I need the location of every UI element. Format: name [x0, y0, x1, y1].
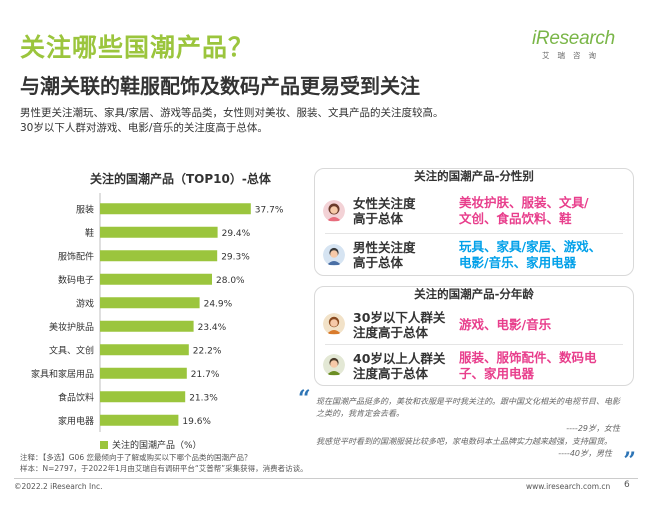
value-label: 37.7% [255, 205, 284, 215]
gender-panel-title: 关注的国潮产品-分性别 [414, 169, 534, 183]
young-row: 30岁以下人群关 注度高于总体 游戏、电影/音乐 [315, 305, 633, 343]
bar [100, 320, 194, 332]
young-label-l2: 注度高于总体 [353, 325, 429, 340]
category-label: 家用电器 [58, 415, 94, 427]
male-avatar-icon [323, 244, 345, 266]
page-subtitle: 与潮关联的鞋服配饰及数码产品更易受到关注 [20, 74, 420, 98]
gender-panel: 关注的国潮产品-分性别 女性关注度 高于总体 美妆护肤、服装、文具/ 文创、食品… [314, 168, 634, 276]
older-label-l2: 注度高于总体 [353, 366, 429, 381]
age-panel-title: 关注的国潮产品-分年龄 [414, 287, 534, 301]
value-label: 19.6% [182, 417, 211, 427]
young-avatar-icon [323, 313, 345, 335]
value-label: 22.2% [193, 346, 222, 356]
female-value: 美妆护肤、服装、文具/ 文创、食品饮料、鞋 [459, 195, 589, 227]
age-panel: 关注的国潮产品-分年龄 30岁以下人群关 注度高于总体 游戏、电影/音乐 40岁… [314, 286, 634, 386]
iresearch-logo: iResearch 艾瑞咨询 [532, 28, 638, 66]
footnotes: 注释：【多选】G06 您最倾向于了解或购买以下哪个品类的国潮产品？ 样本：N=2… [20, 452, 308, 474]
age-divider [325, 344, 623, 345]
young-value: 游戏、电影/音乐 [459, 317, 551, 333]
footer-url: www.iresearch.com.cn [526, 482, 611, 491]
category-label: 家具和家居用品 [31, 368, 94, 380]
female-label-l1: 女性关注度 [353, 196, 416, 211]
category-label: 美妆护肤品 [49, 321, 94, 333]
older-avatar-icon [323, 354, 345, 376]
bar [100, 297, 200, 309]
female-value-l2: 文创、食品饮料、鞋 [459, 211, 572, 226]
category-label: 服饰配件 [58, 250, 94, 262]
female-avatar-icon [323, 200, 345, 222]
category-label: 鞋 [85, 227, 94, 239]
footnote-2: 样本：N=2797，于2022年1月由艾瑞自有调研平台“艾普帮”采集获得，消费者… [20, 464, 308, 473]
young-value-l1: 游戏、电影/音乐 [459, 317, 552, 332]
older-row: 40岁以上人群关 注度高于总体 服装、服饰配件、数码电 子、家用电器 [315, 346, 633, 384]
page-number: 6 [624, 480, 630, 490]
category-label: 数码电子 [58, 274, 94, 286]
category-label: 食品饮料 [58, 391, 94, 403]
value-label: 23.4% [198, 323, 227, 333]
male-row: 男性关注度 高于总体 玩具、家具/家居、游戏、 电影/音乐、家用电器 [315, 235, 633, 275]
older-label: 40岁以上人群关 注度高于总体 [353, 351, 445, 381]
quote-1-signature: ----29岁，女性 [566, 424, 620, 433]
male-value-l2: 电影/音乐、家用电器 [459, 255, 577, 270]
chart-title: 关注的国潮产品（TOP10）-总体 [90, 172, 271, 186]
bar [100, 250, 218, 262]
value-label: 21.7% [191, 370, 220, 380]
logo-subtext: 艾瑞咨询 [542, 51, 604, 60]
interview-quotes: “ 现在国潮产品挺多的，美妆和衣服是平时我关注的。跟中国文化相关的电视节目、电影… [296, 386, 638, 474]
chart-legend: 关注的国潮产品（%） [100, 438, 202, 451]
older-value-l1: 服装、服饰配件、数码电 [459, 350, 597, 365]
value-label: 21.3% [189, 393, 218, 403]
young-label-l1: 30岁以下人群关 [353, 310, 446, 325]
value-label: 24.9% [204, 299, 233, 309]
bar [100, 414, 179, 426]
older-value-l2: 子、家用电器 [459, 366, 535, 381]
female-value-l1: 美妆护肤、服装、文具/ [459, 195, 589, 210]
close-quote-icon: ” [623, 448, 636, 474]
footer-divider [14, 478, 638, 479]
bar [100, 367, 187, 379]
page-title: 关注哪些国潮产品？ [20, 33, 255, 62]
bar [100, 203, 251, 215]
older-value: 服装、服饰配件、数码电 子、家用电器 [459, 350, 597, 382]
desc-line-2: 30岁以下人群对游戏、电影/音乐的关注度高于总体。 [20, 122, 268, 134]
male-label: 男性关注度 高于总体 [353, 240, 416, 270]
legend-label: 关注的国潮产品（%） [112, 441, 202, 451]
page-description: 男性更关注潮玩、家具/家居、游戏等品类，女性则对美妆、服装、文具产品的关注度较高… [20, 106, 444, 136]
young-label: 30岁以下人群关 注度高于总体 [353, 310, 445, 340]
bar [100, 226, 218, 238]
female-row: 女性关注度 高于总体 美妆护肤、服装、文具/ 文创、食品饮料、鞋 [315, 191, 633, 231]
legend-swatch [100, 440, 108, 449]
quote-2-signature: ----40岁，男性 [558, 449, 612, 458]
quote-2: 我感觉平时看到的国潮服装比较多吧，家电数码本土品牌实力越来越强，支持国货。 [316, 437, 612, 446]
female-label-l2: 高于总体 [353, 211, 404, 226]
logo-wordmark: iResearch [532, 28, 615, 49]
category-label: 文具、文创 [49, 344, 94, 356]
bar-chart: 服装 37.7% 鞋 29.4% 服饰配件 29.3% 数码电子 28.0% 游戏 24.9% 美妆… [31, 193, 284, 432]
male-label-l2: 高于总体 [353, 255, 404, 270]
footer-copyright: ©2022.2 iResearch Inc. [14, 482, 103, 491]
category-label: 服装 [76, 203, 94, 215]
value-label: 28.0% [216, 276, 245, 286]
desc-line-1: 男性更关注潮玩、家具/家居、游戏等品类，女性则对美妆、服装、文具产品的关注度较高… [20, 107, 444, 119]
older-label-l1: 40岁以上人群关 [353, 351, 446, 366]
male-label-l1: 男性关注度 [353, 240, 416, 255]
value-label: 29.4% [222, 229, 251, 239]
male-value: 玩具、家具/家居、游戏、 电影/音乐、家用电器 [459, 239, 601, 271]
category-label: 游戏 [76, 297, 94, 309]
bar [100, 344, 189, 356]
male-value-l1: 玩具、家具/家居、游戏、 [459, 239, 602, 254]
female-label: 女性关注度 高于总体 [353, 196, 416, 226]
bar [100, 391, 186, 403]
footnote-1: 注释：【多选】G06 您最倾向于了解或购买以下哪个品类的国潮产品？ [20, 453, 252, 462]
open-quote-icon: “ [298, 386, 311, 412]
value-label: 29.3% [221, 252, 250, 262]
bar [100, 273, 212, 285]
gender-divider [325, 233, 623, 234]
quote-1: 现在国潮产品挺多的，美妆和衣服是平时我关注的。跟中国文化相关的电视节目、电影之类… [316, 397, 620, 418]
